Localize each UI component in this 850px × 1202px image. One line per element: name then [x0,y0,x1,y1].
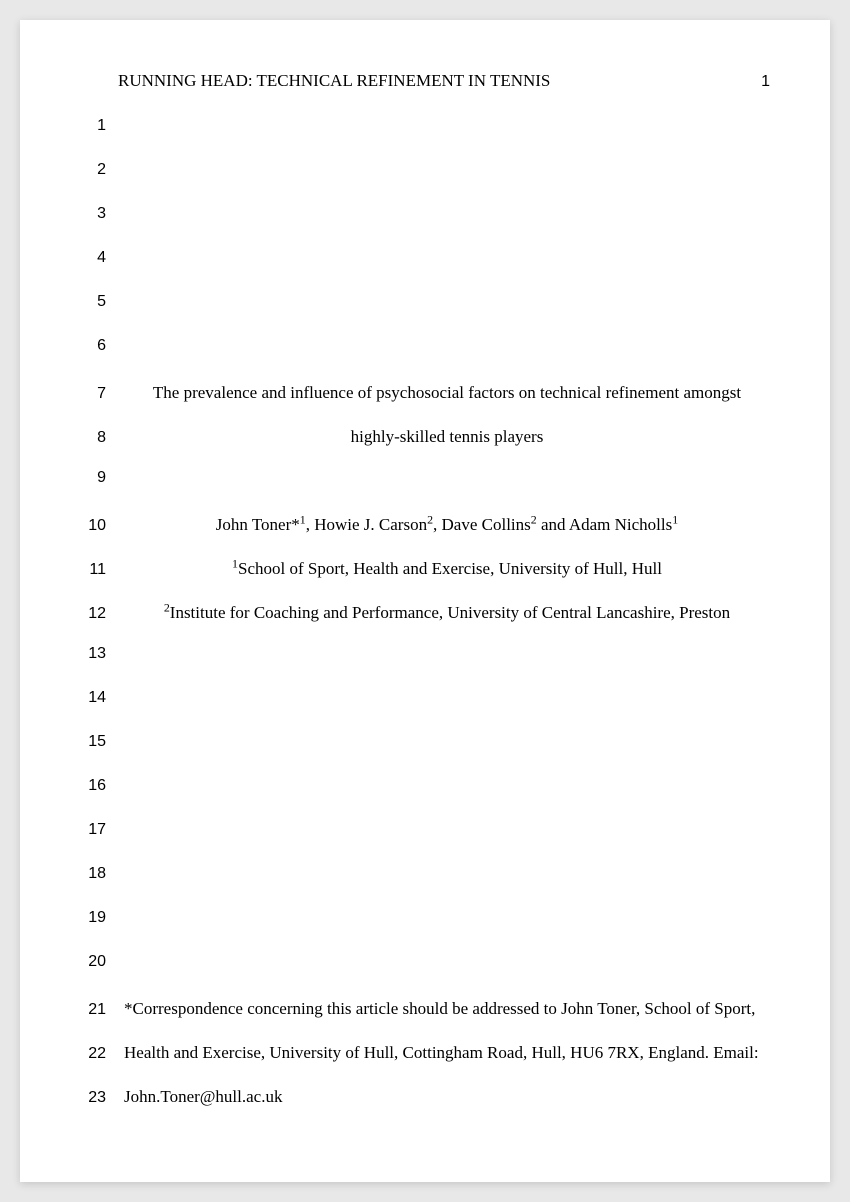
line-number: 6 [70,337,106,355]
line-number: 15 [70,733,106,751]
manuscript-line: 21*Correspondence concerning this articl… [70,997,770,1041]
line-number: 4 [70,249,106,267]
manuscript-line: 13 [70,645,770,689]
line-number: 16 [70,777,106,795]
line-number: 20 [70,953,106,971]
manuscript-line: 19 [70,909,770,953]
manuscript-line: 16 [70,777,770,821]
line-content: John.Toner@hull.ac.uk [106,1085,770,1109]
line-content: The prevalence and influence of psychoso… [106,381,770,405]
line-number: 19 [70,909,106,927]
manuscript-line: 2 [70,161,770,205]
line-number: 21 [70,1001,106,1019]
line-number: 13 [70,645,106,663]
manuscript-page: RUNNING HEAD: TECHNICAL REFINEMENT IN TE… [20,20,830,1182]
page-number: 1 [761,73,770,93]
line-number: 14 [70,689,106,707]
manuscript-line: 1 [70,117,770,161]
page-header: RUNNING HEAD: TECHNICAL REFINEMENT IN TE… [70,70,770,93]
line-number: 7 [70,385,106,403]
manuscript-line: 18 [70,865,770,909]
manuscript-line: 122Institute for Coaching and Performanc… [70,601,770,645]
manuscript-line: 20 [70,953,770,997]
line-content: 2Institute for Coaching and Performance,… [106,601,770,625]
manuscript-line: 14 [70,689,770,733]
manuscript-line: 10John Toner*1, Howie J. Carson2, Dave C… [70,513,770,557]
line-number: 18 [70,865,106,883]
line-number: 1 [70,117,106,135]
line-number: 17 [70,821,106,839]
line-number: 2 [70,161,106,179]
line-number: 3 [70,205,106,223]
line-number: 22 [70,1045,106,1063]
manuscript-line: 3 [70,205,770,249]
line-number: 10 [70,517,106,535]
manuscript-line: 5 [70,293,770,337]
line-content: 1School of Sport, Health and Exercise, U… [106,557,770,581]
manuscript-line: 6 [70,337,770,381]
line-number: 12 [70,605,106,623]
running-head: RUNNING HEAD: TECHNICAL REFINEMENT IN TE… [118,70,550,93]
line-number: 8 [70,429,106,447]
line-content: Health and Exercise, University of Hull,… [106,1041,770,1065]
line-content: highly-skilled tennis players [106,425,770,449]
manuscript-line: 4 [70,249,770,293]
manuscript-body: 1234567The prevalence and influence of p… [70,117,770,1129]
manuscript-line: 17 [70,821,770,865]
line-number: 11 [70,561,106,579]
manuscript-line: 9 [70,469,770,513]
manuscript-line: 22Health and Exercise, University of Hul… [70,1041,770,1085]
manuscript-line: 7The prevalence and influence of psychos… [70,381,770,425]
line-number: 9 [70,469,106,487]
manuscript-line: 23John.Toner@hull.ac.uk [70,1085,770,1129]
manuscript-line: 8highly-skilled tennis players [70,425,770,469]
manuscript-line: 15 [70,733,770,777]
line-number: 5 [70,293,106,311]
line-number: 23 [70,1089,106,1107]
line-content: *Correspondence concerning this article … [106,997,770,1021]
manuscript-line: 111School of Sport, Health and Exercise,… [70,557,770,601]
line-content: John Toner*1, Howie J. Carson2, Dave Col… [106,513,770,537]
